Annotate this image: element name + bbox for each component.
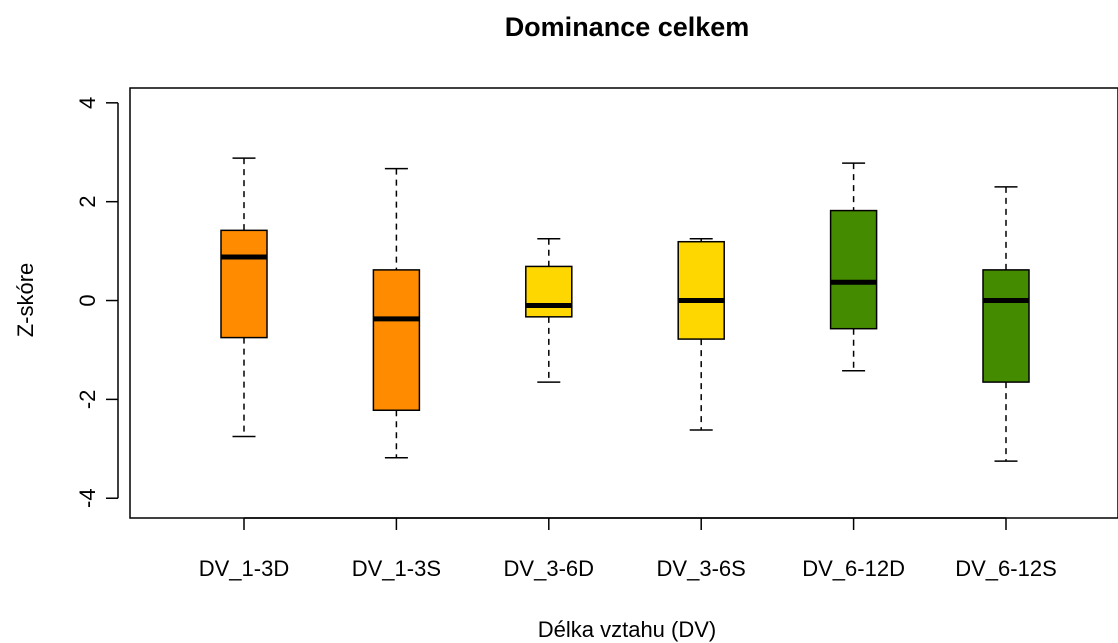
box-DV_3-6D: [525, 237, 573, 383]
chart-title: Dominance celkem: [505, 12, 750, 42]
iqr-box: [829, 209, 878, 330]
y-tick-label: -2: [75, 390, 100, 410]
x-tick-label: DV_6-12D: [802, 556, 905, 581]
x-axis-label: Délka vztahu (DV): [538, 617, 717, 642]
x-tick-label: DV_3-6D: [504, 556, 594, 581]
y-tick-label: 0: [75, 294, 100, 306]
x-tick-label: DV_1-3D: [199, 556, 289, 581]
y-tick-label: 4: [75, 97, 100, 109]
plot-frame: [129, 87, 1118, 519]
y-axis-label: Z-skóre: [13, 263, 38, 338]
iqr-box: [372, 269, 421, 412]
box-DV_1-3S: [372, 167, 421, 459]
y-tick-label: 2: [75, 196, 100, 208]
iqr-box: [677, 240, 725, 340]
box-DV_6-12D: [829, 162, 878, 372]
box-DV_3-6S: [677, 237, 725, 431]
y-axis: -4 -2 0 2 4: [75, 97, 119, 508]
x-tick-label: DV_1-3S: [352, 556, 441, 581]
x-tick-label: DV_6-12S: [955, 556, 1057, 581]
iqr-box: [220, 229, 268, 339]
boxes: [220, 157, 1030, 462]
iqr-box: [525, 265, 573, 318]
box-DV_1-3D: [220, 157, 268, 438]
box-DV_6-12S: [982, 186, 1030, 462]
iqr-box: [982, 269, 1030, 383]
x-axis: DV_1-3D DV_1-3S DV_3-6D DV_3-6S DV_6-12D DV_6…: [199, 517, 1057, 581]
y-tick-label: -4: [75, 488, 100, 508]
x-tick-label: DV_3-6S: [657, 556, 746, 581]
